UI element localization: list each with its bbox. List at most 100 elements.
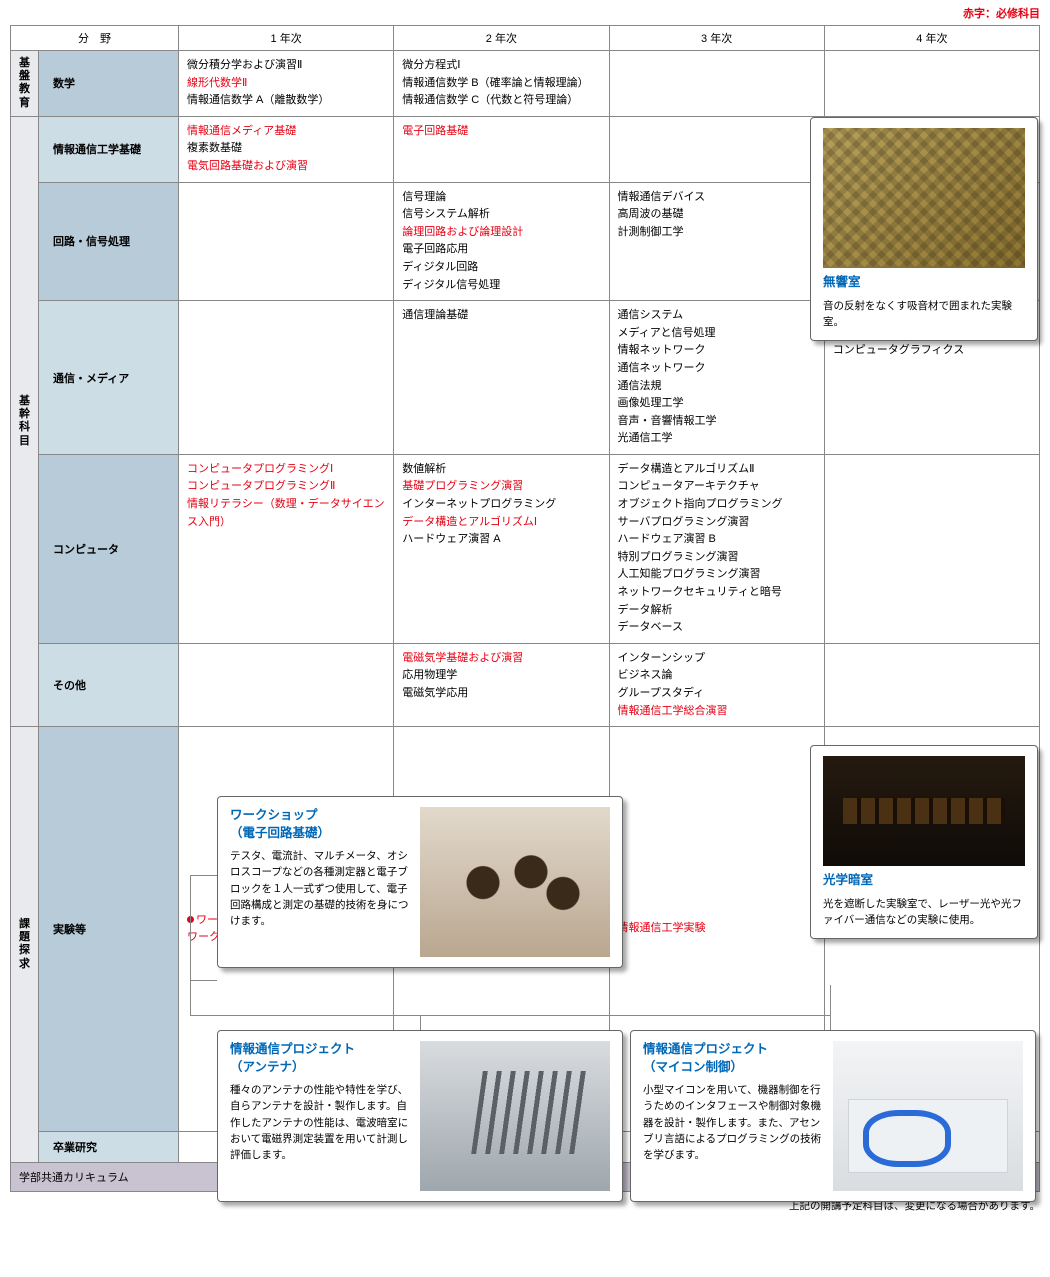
- course-item: データ構造とアルゴリズムⅠ: [402, 514, 600, 532]
- course-item: 信号システム解析: [402, 206, 600, 224]
- course-item: コンピュータプログラミングⅡ: [187, 478, 385, 496]
- course-item: 情報通信工学総合演習: [618, 703, 816, 721]
- course-item: ディジタル信号処理: [402, 277, 600, 295]
- field-name: 回路・信号処理: [39, 182, 179, 301]
- callout-micon: 情報通信プロジェクト （マイコン制御） 小型マイコンを用いて、機器制御を行うため…: [630, 1030, 1036, 1202]
- callout-workshop: ワークショップ （電子回路基礎） テスタ、電流計、マルチメータ、オシロスコープな…: [217, 796, 623, 968]
- year-cell: データ構造とアルゴリズムⅡコンピュータアーキテクチャオブジェクト指向プログラミン…: [609, 454, 824, 643]
- course-item: 音声・音響情報工学: [618, 413, 816, 431]
- course-item: 人工知能プログラミング演習: [618, 566, 816, 584]
- course-item: グループスタディ: [618, 685, 816, 703]
- course-item: 情報ネットワーク: [618, 342, 816, 360]
- course-item: ハードウェア演習 A: [402, 531, 600, 549]
- course-item: オブジェクト指向プログラミング: [618, 496, 816, 514]
- course-item: データ解析: [618, 602, 816, 620]
- course-item: ハードウェア演習 B: [618, 531, 816, 549]
- course-item: インターネットプログラミング: [402, 496, 600, 514]
- year-cell: 電磁気学基礎および演習応用物理学電磁気学応用: [394, 643, 609, 726]
- course-item: 微分方程式Ⅰ: [402, 57, 600, 75]
- course-item: 高周波の基礎: [618, 206, 816, 224]
- header-y3: 3 年次: [609, 26, 824, 51]
- callout-antenna: 情報通信プロジェクト （アンテナ） 種々のアンテナの性能や特性を学び、自らアンテ…: [217, 1030, 623, 1202]
- year-cell: 通信システムメディアと信号処理情報ネットワーク通信ネットワーク通信法規画像処理工…: [609, 301, 824, 455]
- year-cell: 数値解析基礎プログラミング演習インターネットプログラミングデータ構造とアルゴリズ…: [394, 454, 609, 643]
- micon-photo: [833, 1041, 1023, 1191]
- header-y4: 4 年次: [824, 26, 1039, 51]
- header-field: 分 野: [11, 26, 179, 51]
- course-item: 情報リテラシー（数理・データサイエンス入門）: [187, 496, 385, 531]
- field-name: 通信・メディア: [39, 301, 179, 455]
- year-cell: 情報通信デバイス高周波の基礎計測制御工学: [609, 182, 824, 301]
- course-item: 情報通信数学 B（確率論と情報理論）: [402, 75, 600, 93]
- legend-required: 赤字：必修科目: [10, 5, 1040, 25]
- callout-title: 情報通信プロジェクト （アンテナ）: [230, 1041, 410, 1076]
- year-cell: 通信理論基礎: [394, 301, 609, 455]
- year-cell: 微分方程式Ⅰ情報通信数学 B（確率論と情報理論）情報通信数学 C（代数と符号理論…: [394, 51, 609, 117]
- section-label: 基盤教育: [11, 51, 39, 117]
- year-cell: 微分積分学および演習Ⅱ線形代数学Ⅱ情報通信数学 A（離散数学）: [179, 51, 394, 117]
- course-item: ネットワークセキュリティと暗号: [618, 584, 816, 602]
- callout-desc: 光を遮断した実験室で、レーザー光や光ファイバー通信などの実験に使用。: [823, 896, 1025, 929]
- section-label: 基幹科目: [11, 116, 39, 726]
- year-cell: [609, 51, 824, 117]
- course-item: 情報通信デバイス: [618, 189, 816, 207]
- course-item: 情報通信数学 C（代数と符号理論）: [402, 92, 600, 110]
- callout-anechoic: 無響室 音の反射をなくす吸音材で囲まれた実験室。: [810, 117, 1038, 341]
- year-cell: インターンシップビジネス論グループスタディ情報通信工学総合演習: [609, 643, 824, 726]
- year-cell: [179, 643, 394, 726]
- callout-title: ワークショップ （電子回路基礎）: [230, 807, 410, 842]
- table-row: コンピュータコンピュータプログラミングⅠコンピュータプログラミングⅡ情報リテラシ…: [11, 454, 1040, 643]
- course-item: データ構造とアルゴリズムⅡ: [618, 461, 816, 479]
- field-name: コンピュータ: [39, 454, 179, 643]
- callout-darkroom: 光学暗室 光を遮断した実験室で、レーザー光や光ファイバー通信などの実験に使用。: [810, 745, 1038, 939]
- year-cell: [824, 51, 1039, 117]
- course-item: 情報通信メディア基礎: [187, 123, 385, 141]
- course-item: 微分積分学および演習Ⅱ: [187, 57, 385, 75]
- course-item: データベース: [618, 619, 816, 637]
- year-cell: [179, 182, 394, 301]
- course-item: 情報通信数学 A（離散数学）: [187, 92, 385, 110]
- course-item: サーバプログラミング演習: [618, 514, 816, 532]
- year-cell: 信号理論信号システム解析論理回路および論理設計電子回路応用ディジタル回路ディジタ…: [394, 182, 609, 301]
- workshop-photo: [420, 807, 610, 957]
- darkroom-photo: [823, 756, 1025, 866]
- antenna-photo: [420, 1041, 610, 1191]
- year-cell: 情報通信メディア基礎複素数基礎電気回路基礎および演習: [179, 116, 394, 182]
- course-item: 通信システム: [618, 307, 816, 325]
- header-y2: 2 年次: [394, 26, 609, 51]
- course-item: 通信法規: [618, 378, 816, 396]
- course-item: 計測制御工学: [618, 224, 816, 242]
- field-name: その他: [39, 643, 179, 726]
- course-item: コンピュータアーキテクチャ: [618, 478, 816, 496]
- course-item: 電子回路応用: [402, 241, 600, 259]
- callout-desc: 音の反射をなくす吸音材で囲まれた実験室。: [823, 298, 1025, 331]
- callout-title: 無響室: [823, 274, 1025, 292]
- course-item: メディアと信号処理: [618, 325, 816, 343]
- callout-desc: 種々のアンテナの性能や特性を学び、自らアンテナを設計・製作します。自作したアンテ…: [230, 1082, 410, 1163]
- callout-title: 情報通信プロジェクト （マイコン制御）: [643, 1041, 823, 1076]
- course-item: 情報通信工学実験: [618, 920, 816, 938]
- year-cell: [179, 301, 394, 455]
- course-item: 応用物理学: [402, 667, 600, 685]
- table-row: その他 電磁気学基礎および演習応用物理学電磁気学応用インターンシップビジネス論グル…: [11, 643, 1040, 726]
- year-cell: コンピュータプログラミングⅠコンピュータプログラミングⅡ情報リテラシー（数理・デ…: [179, 454, 394, 643]
- course-item: 特別プログラミング演習: [618, 549, 816, 567]
- field-name: 卒業研究: [39, 1132, 179, 1163]
- course-item: 信号理論: [402, 189, 600, 207]
- course-item: 通信理論基礎: [402, 307, 600, 325]
- course-item: 線形代数学Ⅱ: [187, 75, 385, 93]
- course-item: コンピュータプログラミングⅠ: [187, 461, 385, 479]
- field-name: 情報通信工学基礎: [39, 116, 179, 182]
- course-item: コンピュータグラフィクス: [833, 342, 1031, 360]
- year-cell: [824, 643, 1039, 726]
- course-item: インターンシップ: [618, 650, 816, 668]
- year-cell: 電子回路基礎: [394, 116, 609, 182]
- field-name: 実験等: [39, 727, 179, 1132]
- course-item: 画像処理工学: [618, 395, 816, 413]
- callout-desc: 小型マイコンを用いて、機器制御を行うためのインタフェースや制御対象機器を設計・製…: [643, 1082, 823, 1163]
- course-item: 電子回路基礎: [402, 123, 600, 141]
- header-y1: 1 年次: [179, 26, 394, 51]
- course-item: 電磁気学基礎および演習: [402, 650, 600, 668]
- callout-title: 光学暗室: [823, 872, 1025, 890]
- field-name: 数学: [39, 51, 179, 117]
